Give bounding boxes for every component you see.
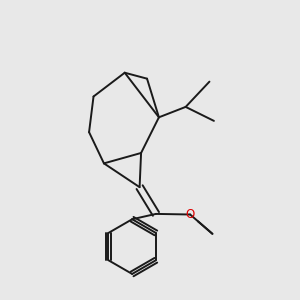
Text: O: O	[185, 208, 195, 221]
